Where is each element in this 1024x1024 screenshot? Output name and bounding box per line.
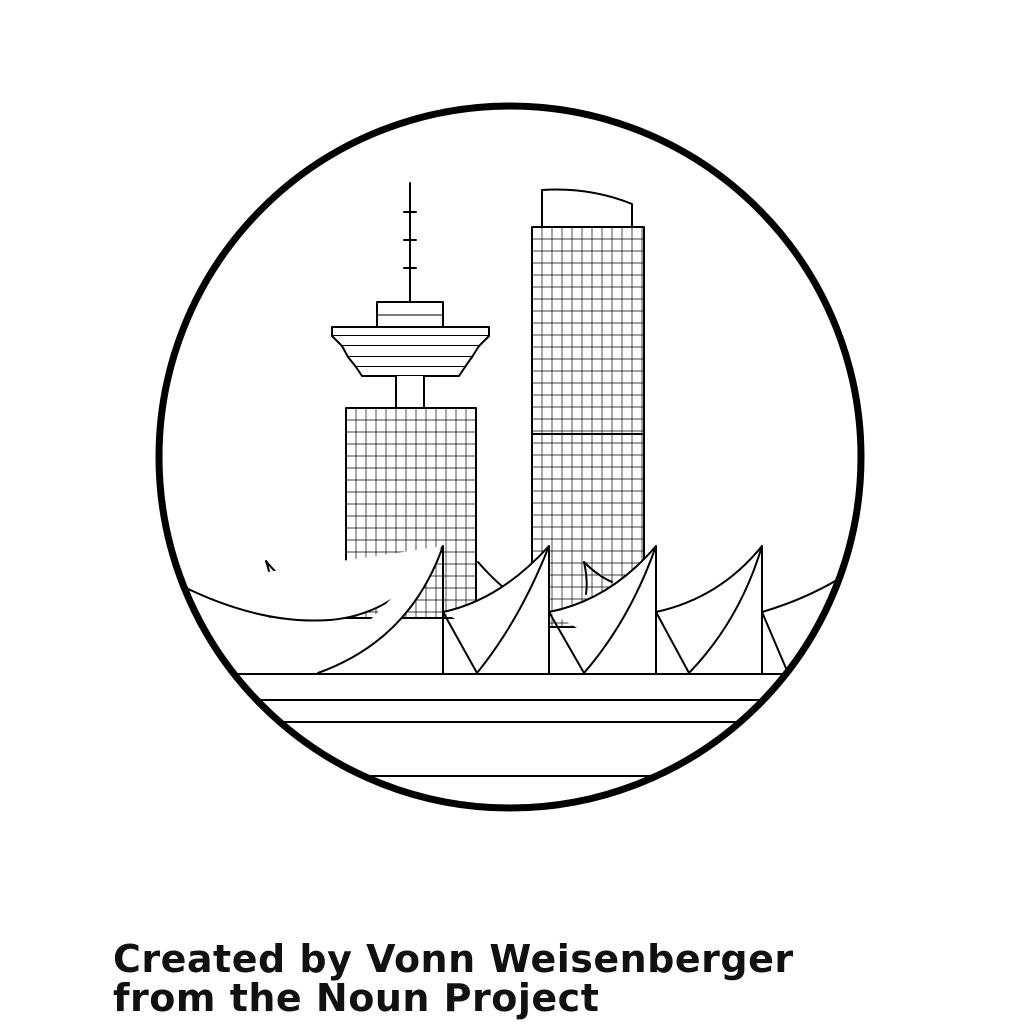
credit-line-author: Created by Vonn Weisenberger (113, 937, 794, 981)
attribution-credit: Created by Vonn Weisenberger from the No… (113, 940, 993, 1018)
office-tower (531, 188, 645, 628)
water-lines (161, 673, 859, 777)
frame-circle (155, 102, 865, 812)
credit-line-source: from the Noun Project (113, 976, 600, 1020)
sails-building (179, 545, 851, 674)
